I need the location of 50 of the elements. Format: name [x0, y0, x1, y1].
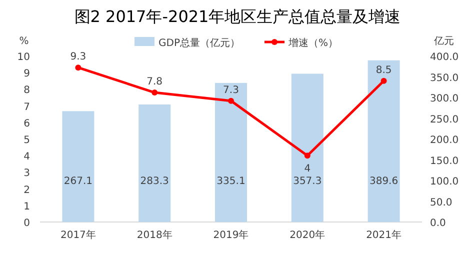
legend-label: 增速（%）: [288, 37, 338, 49]
data-label: 267.1: [64, 176, 93, 187]
bar: [291, 74, 324, 222]
y-tick-label: 1: [24, 201, 30, 212]
y-tick-label: 2: [24, 184, 30, 196]
y-tick-label: 7: [24, 102, 30, 113]
bar: [138, 104, 171, 222]
point: [152, 90, 158, 96]
point: [380, 78, 387, 84]
data-label: 7.8: [146, 76, 163, 88]
point: [75, 64, 82, 71]
x-tick-label: 2019年: [213, 229, 249, 241]
data-label: 7.3: [223, 84, 239, 96]
bar: [215, 82, 247, 222]
y2-tick-label: 400.0: [430, 52, 459, 63]
data-label: 283.3: [140, 176, 169, 187]
y-tick-label: 9: [24, 68, 30, 80]
y-tick-label: 6: [24, 118, 30, 130]
data-label: 9.3: [70, 52, 86, 63]
data-label: 8.5: [376, 64, 392, 76]
y-tick-label: 0: [24, 218, 30, 229]
y2-tick-label: 100.0: [430, 176, 459, 188]
y2-axis-title: 亿元: [433, 36, 454, 47]
bar: [368, 60, 400, 222]
x-tick-label: 2018年: [136, 229, 172, 241]
chart-title: 图2 2017年-2021年地区生产总值总量及增速: [74, 7, 401, 26]
y-tick-label: 3: [24, 168, 30, 180]
data-label: 335.1: [216, 176, 246, 187]
point: [228, 98, 234, 104]
bar: [62, 111, 94, 222]
y-axis-title: %: [19, 36, 29, 47]
y-tick-label: 8: [24, 85, 30, 96]
data-label: 4: [304, 164, 311, 175]
y2-tick-label: 50.0: [430, 197, 452, 208]
y2-tick-label: 350.0: [430, 72, 459, 84]
point: [304, 152, 310, 159]
data-label: 389.6: [369, 176, 398, 187]
y-tick-label: 10: [17, 52, 30, 63]
y2-tick-label: 300.0: [430, 94, 459, 104]
x-tick-label: 2017年: [60, 229, 96, 241]
x-tick-label: 2020年: [290, 229, 326, 241]
y2-tick-label: 250.0: [430, 114, 459, 126]
y-tick-label: 4: [24, 152, 30, 163]
y2-tick-label: 200.0: [430, 135, 459, 146]
legend-label: GDP总量（亿元）: [158, 37, 240, 49]
data-label: 357.3: [293, 176, 322, 187]
y-tick-label: 5: [24, 135, 30, 146]
x-tick-label: 2021年: [366, 229, 402, 241]
y2-tick-label: 150.0: [430, 156, 459, 167]
y2-tick-label: 0.0: [430, 218, 446, 229]
